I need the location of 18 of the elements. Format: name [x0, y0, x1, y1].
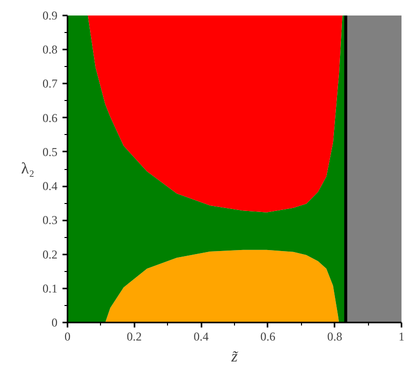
y-tick-label: 0.1: [42, 281, 58, 296]
x-tick-label: 1: [398, 330, 404, 344]
y-tick-label: 0.2: [42, 247, 58, 262]
x-axis-title: z̃: [230, 348, 239, 366]
x-tick-label: 0: [64, 330, 70, 344]
y-tick-label: 0.8: [42, 42, 58, 57]
y-tick-label: 0.4: [42, 179, 58, 194]
y-tick-label: 0.5: [42, 144, 58, 159]
x-tick-label: 0.4: [194, 330, 209, 344]
y-tick-label: 0.7: [42, 76, 58, 91]
y-axis-title: λ₂: [21, 160, 35, 178]
x-tick-label: 0.6: [260, 330, 276, 344]
x-tick-label: 0.8: [327, 330, 342, 344]
y-tick-label: 0: [52, 316, 58, 330]
y-tick-label: 0.3: [42, 213, 58, 228]
y-tick-label: 0.6: [42, 110, 58, 125]
y-tick-label: 0.9: [42, 8, 58, 22]
x-tick-label: 0.2: [126, 330, 142, 344]
